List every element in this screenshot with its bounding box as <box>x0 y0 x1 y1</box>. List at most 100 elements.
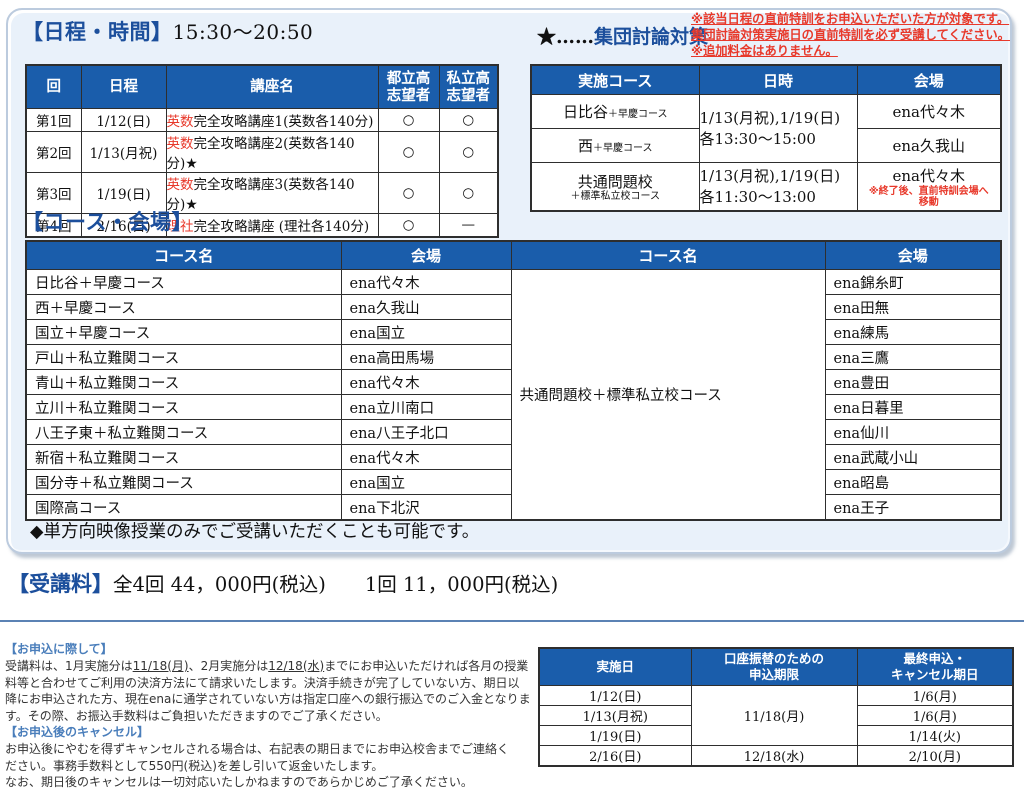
course-name: 戸山＋私立難関コース <box>25 344 342 370</box>
discussion-venue: ena代々木 <box>856 94 1002 129</box>
discussion-table: 実施コース 日時 会場 日比谷＋早慶コース 1/13(月祝),1/19(日) 各… <box>530 64 1002 212</box>
course-rest: 完全攻略講座1(英数各140分) <box>193 114 374 130</box>
final-deadline: 1/6(月) <box>856 705 1014 726</box>
common-venue: ena三鷹 <box>824 344 1002 370</box>
common-venue: ena日暮里 <box>824 394 1002 420</box>
session-no: 第4回 <box>25 213 82 238</box>
exec-date: 1/19(日) <box>538 725 692 746</box>
final-deadline: 2/10(月) <box>856 745 1014 767</box>
deadline-row: 1/19(日) 1/14(火) <box>538 725 1014 746</box>
course-name: 国立＋早慶コース <box>25 319 342 345</box>
col-metro: 都立高 志望者 <box>377 64 440 109</box>
course-row: 日比谷＋早慶コース ena代々木 共通問題校＋標準私立校コース ena錦糸町 <box>25 269 1002 521</box>
course-name: 国際高コース <box>25 494 342 521</box>
schedule-row: 第3回 1/19(日) 英数完全攻略講座3(英数各140分)★ ○ ○ <box>25 172 499 214</box>
schedule-heading-label: 【日程・時間】 <box>22 19 173 44</box>
course-row: 国際高コース ena下北沢 ena王子 <box>25 494 1002 521</box>
common-venue: ena練馬 <box>824 319 1002 345</box>
deadline-row: 2/16(日) 12/18(水) 2/10(月) <box>538 745 1014 767</box>
course-name: 日比谷＋早慶コース <box>25 269 342 295</box>
course-name: 西＋早慶コース <box>25 294 342 320</box>
col-venue: 会場 <box>856 64 1002 95</box>
exec-course: 共通問題校 ＋標準私立校コース <box>530 162 700 212</box>
metro-mark: ○ <box>377 172 440 214</box>
course-venue: ena代々木 <box>340 269 512 295</box>
final-deadline: 1/14(火) <box>856 725 1014 746</box>
exec-date: 1/12(日) <box>538 685 692 706</box>
session-date: 2/16(日) <box>80 213 167 238</box>
exec-course: 日比谷＋早慶コース <box>530 94 700 129</box>
video-footnote: ◆単方向映像授業のみでご受講いただくことも可能です。 <box>30 522 480 542</box>
fee-text: 全4回 44，000円(税込) 1回 11，000円(税込) <box>113 573 559 596</box>
col-venue-right: 会場 <box>824 240 1002 270</box>
course-venue: ena代々木 <box>340 444 512 470</box>
star-legend: ★……集団討論対策 <box>537 22 708 49</box>
common-venue: ena錦糸町 <box>824 269 1002 295</box>
cancellation-heading: 【お申込後のキャンセル】 <box>5 725 150 739</box>
course-subject: 英数 <box>166 114 194 130</box>
cancellation-paragraph: なお、期日後のキャンセルは一切対応いたしかねますのであらかじめご了承ください。 <box>5 775 473 790</box>
course-venue: ena高田馬場 <box>340 344 512 370</box>
course-row: 国分寺＋私立難関コース ena国立 ena昭島 <box>25 469 1002 495</box>
session-no: 第3回 <box>25 172 82 214</box>
deadline-row: 1/12(日) 11/18(月) 1/6(月) <box>538 685 1014 746</box>
bank-deadline: 11/18(月) <box>690 685 858 746</box>
discussion-header-row: 実施コース 日時 会場 <box>530 64 1002 95</box>
application-section: 【お申込に際して】 受講料は、1月実施分は11/18(月)、2月実施分は12/1… <box>5 641 531 725</box>
application-text: 受講料は、1月実施分は <box>5 658 133 673</box>
fee-line: 【受講料】全4回 44，000円(税込) 1回 11，000円(税込) <box>8 568 558 598</box>
fee-heading: 【受講料】 <box>8 571 113 596</box>
course-star: ★ <box>185 156 198 172</box>
discussion-venue: ena久我山 <box>856 128 1002 163</box>
final-deadline: 1/6(月) <box>856 685 1014 706</box>
discussion-row: 共通問題校 ＋標準私立校コース 1/13(月祝),1/19(日) 各11:30〜1… <box>530 162 1002 212</box>
col-exec-date: 実施日 <box>538 647 692 686</box>
course-heading: 【コース・会場】 <box>22 209 193 234</box>
metro-mark: ○ <box>377 131 440 173</box>
session-date: 1/19(日) <box>80 172 167 214</box>
schedule-heading: 【日程・時間】15:30〜20:50 <box>22 16 313 46</box>
application-paragraph: 受講料は、1月実施分は11/18(月)、2月実施分は12/18(水)までにお申込… <box>5 658 531 725</box>
bank-deadline: 12/18(水) <box>690 745 858 767</box>
application-text: 、2月実施分は <box>188 658 269 673</box>
course-name: 英数完全攻略講座2(英数各140分)★ <box>165 131 379 173</box>
discussion-venue-name: ena代々木 <box>892 166 965 185</box>
course-rest: 完全攻略講座 (理社各140分) <box>193 219 370 235</box>
application-heading: 【お申込に際して】 <box>5 642 113 656</box>
schedule-table: 回 日程 講座名 都立高 志望者 私立高 志望者 第1回 1/12(日) 英数完… <box>25 64 499 238</box>
application-deadline-feb: 12/18(水) <box>268 658 325 673</box>
course-rest: 完全攻略講座2(英数各140分) <box>166 136 355 172</box>
exec-course-sub: ＋早慶コース <box>608 109 668 120</box>
course-name: 八王子東＋私立難関コース <box>25 419 342 445</box>
deadline-table: 実施日 口座振替のための 申込期限 最終申込・ キャンセル期日 1/12(日) … <box>538 647 1014 767</box>
col-final-deadline: 最終申込・ キャンセル期日 <box>856 647 1014 686</box>
discussion-row: 日比谷＋早慶コース 1/13(月祝),1/19(日) 各13:30〜15:00 … <box>530 94 1002 163</box>
deadline-row: 1/13(月祝) 1/6(月) <box>538 705 1014 726</box>
course-row: 戸山＋私立難関コース ena高田馬場 ena三鷹 <box>25 344 1002 370</box>
col-private: 私立高 志望者 <box>438 64 499 109</box>
schedule-row: 第2回 1/13(月祝) 英数完全攻略講座2(英数各140分)★ ○ ○ <box>25 131 499 173</box>
course-venue: ena八王子北口 <box>340 419 512 445</box>
course-name: 青山＋私立難関コース <box>25 369 342 395</box>
course-venue: ena久我山 <box>340 294 512 320</box>
private-mark: — <box>438 213 499 238</box>
star-legend-prefix: ★…… <box>537 26 595 48</box>
course-venue: ena国立 <box>340 469 512 495</box>
course-subject: 英数 <box>166 177 194 193</box>
session-date: 1/13(月祝) <box>80 131 167 173</box>
exec-course-main: 日比谷 <box>562 103 608 121</box>
course-row: 新宿＋私立難関コース ena代々木 ena武蔵小山 <box>25 444 1002 470</box>
exec-course: 西＋早慶コース <box>530 128 700 163</box>
common-venue: ena昭島 <box>824 469 1002 495</box>
course-venue: ena下北沢 <box>340 494 512 521</box>
star-legend-label: 集団討論対策 <box>594 26 709 48</box>
schedule-row: 第1回 1/12(日) 英数完全攻略講座1(英数各140分) ○ ○ <box>25 108 499 132</box>
col-session: 回 <box>25 64 82 109</box>
exec-course-main: 西 <box>577 137 593 155</box>
application-text: までにお申込いただければ各月の授業料等と合わせてご利用の決済方法にて請求いたしま… <box>5 658 531 724</box>
schedule-row: 第4回 2/16(日) 理社完全攻略講座 (理社各140分) ○ — <box>25 213 499 238</box>
deadline-header-row: 実施日 口座振替のための 申込期限 最終申込・ キャンセル期日 <box>538 647 1014 686</box>
course-row: 国立＋早慶コース ena国立 ena練馬 <box>25 319 1002 345</box>
time-range: 15:30〜20:50 <box>172 20 314 44</box>
